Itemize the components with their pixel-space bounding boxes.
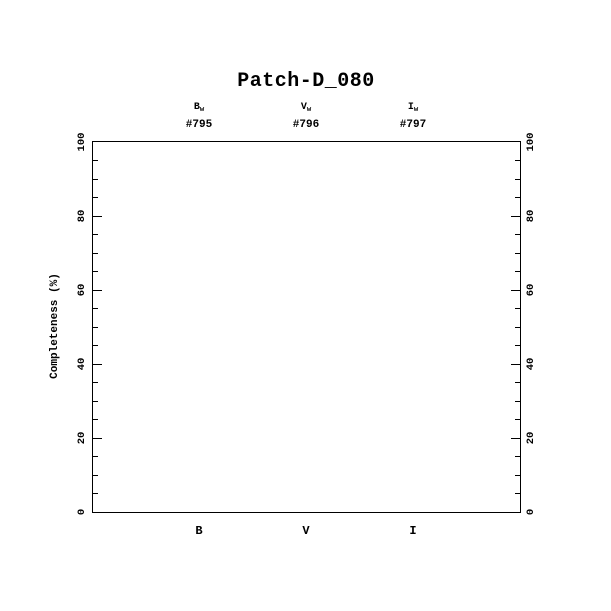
y-axis-tick-right xyxy=(515,419,520,420)
y-axis-label: Completeness (%) xyxy=(49,273,61,379)
y-tick-label-left: 100 xyxy=(76,132,88,151)
y-tick-label-left: 80 xyxy=(76,209,88,222)
y-axis-tick-right xyxy=(515,197,520,198)
band-subscript: w xyxy=(413,106,419,114)
filter-number-i: #797 xyxy=(399,119,427,131)
y-axis-tick-right xyxy=(515,271,520,272)
y-tick-label-left: 60 xyxy=(76,283,88,296)
y-axis-tick-right xyxy=(515,234,520,235)
filter-annotation-v: Vw #796 xyxy=(293,103,319,131)
y-axis-tick-left xyxy=(93,308,98,309)
filter-annotation-b: Bw #795 xyxy=(186,103,212,131)
y-axis-tick-left xyxy=(93,400,98,402)
y-axis-tick-right xyxy=(511,437,520,439)
band-label-v: Vw xyxy=(293,103,319,115)
y-axis-tick-left xyxy=(93,456,98,457)
y-axis-tick-left xyxy=(93,271,98,272)
chart-title: Patch-D_080 xyxy=(237,70,375,93)
y-axis-tick-right xyxy=(515,456,520,457)
band-label-i: Iw xyxy=(400,103,426,115)
band-letter: V xyxy=(300,102,307,113)
y-axis-tick-left xyxy=(93,197,98,198)
x-category-label-v: V xyxy=(302,524,310,538)
y-axis-tick-right xyxy=(511,289,520,291)
y-axis-tick-right xyxy=(511,363,520,365)
y-axis-tick-left xyxy=(93,345,98,346)
y-axis-tick-left xyxy=(93,326,98,328)
band-label-b: Bw xyxy=(186,103,212,115)
band-subscript: w xyxy=(199,106,205,114)
y-axis-tick-right xyxy=(515,160,520,161)
y-tick-label-right: 80 xyxy=(525,209,537,222)
y-tick-label-right: 20 xyxy=(525,431,537,444)
y-axis-tick-right xyxy=(515,252,520,254)
y-axis-tick-left xyxy=(93,493,98,494)
y-tick-label-right: 100 xyxy=(525,132,537,151)
band-letter: I xyxy=(407,102,414,113)
y-axis-tick-left xyxy=(93,160,98,161)
y-tick-label-left: 0 xyxy=(76,508,88,515)
y-axis-tick-right xyxy=(515,178,520,180)
y-axis-tick-left xyxy=(93,252,98,254)
y-axis-tick-right xyxy=(515,308,520,309)
y-tick-label-right: 0 xyxy=(525,508,537,515)
x-category-label-i: I xyxy=(409,524,417,538)
y-axis-tick-left xyxy=(93,437,102,439)
y-axis-tick-right xyxy=(515,474,520,476)
y-axis-tick-left xyxy=(93,419,98,420)
filter-number-v: #796 xyxy=(292,119,320,131)
y-tick-label-left: 20 xyxy=(76,431,88,444)
y-axis-tick-left xyxy=(93,474,98,476)
y-axis-tick-right xyxy=(515,400,520,402)
filter-number-b: #795 xyxy=(185,119,213,131)
y-tick-label-left: 40 xyxy=(76,357,88,370)
y-axis-tick-left xyxy=(93,178,98,180)
y-axis-tick-right xyxy=(515,493,520,494)
y-tick-label-right: 60 xyxy=(525,283,537,296)
y-axis-tick-left xyxy=(93,363,102,365)
y-tick-label-right: 40 xyxy=(525,357,537,370)
y-axis-tick-left xyxy=(93,215,102,217)
band-letter: B xyxy=(193,102,200,113)
plot-area xyxy=(92,141,521,513)
band-subscript: w xyxy=(306,106,312,114)
y-axis-tick-right xyxy=(515,382,520,383)
filter-annotation-i: Iw #797 xyxy=(400,103,426,131)
y-axis-tick-right xyxy=(515,326,520,328)
y-axis-tick-left xyxy=(93,289,102,291)
y-axis-tick-left xyxy=(93,234,98,235)
x-category-label-b: B xyxy=(195,524,203,538)
y-axis-tick-right xyxy=(515,345,520,346)
y-axis-tick-left xyxy=(93,382,98,383)
y-axis-tick-right xyxy=(511,215,520,217)
